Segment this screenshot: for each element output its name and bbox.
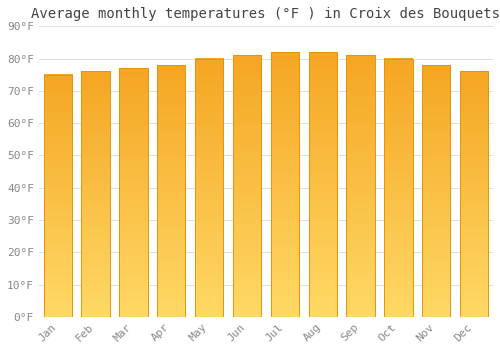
- Title: Average monthly temperatures (°F ) in Croix des Bouquets: Average monthly temperatures (°F ) in Cr…: [32, 7, 500, 21]
- Bar: [308, 52, 337, 317]
- Bar: [422, 65, 450, 317]
- Bar: [346, 55, 375, 317]
- Bar: [82, 71, 110, 317]
- Bar: [44, 75, 72, 317]
- Bar: [460, 71, 488, 317]
- Bar: [270, 52, 299, 317]
- Bar: [384, 58, 412, 317]
- Bar: [157, 65, 186, 317]
- Bar: [119, 68, 148, 317]
- Bar: [233, 55, 261, 317]
- Bar: [195, 58, 224, 317]
